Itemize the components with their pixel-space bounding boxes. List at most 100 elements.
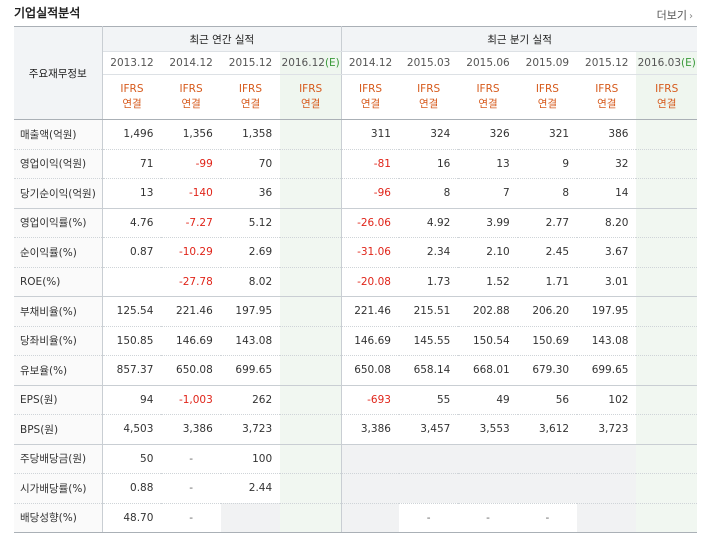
table-cell (280, 237, 342, 268)
table-cell: 56 (517, 385, 578, 415)
table-cell: - (458, 503, 518, 533)
row-label: 순이익률(%) (14, 237, 103, 268)
table-cell: 9 (517, 149, 578, 179)
table-cell: 658.14 (398, 355, 459, 386)
table-cell (280, 444, 342, 474)
row-label: 영업이익(억원) (14, 149, 103, 179)
table-cell: 699.65 (220, 355, 281, 386)
table-cell (636, 208, 697, 238)
table-cell (280, 296, 342, 327)
period-header: 2016.03(E) (636, 51, 697, 75)
table-cell: 197.95 (577, 296, 637, 327)
table-cell: 262 (220, 385, 281, 415)
table-cell: -99 (161, 149, 221, 179)
period-header: 2015.09 (517, 51, 578, 75)
ifrs-label: IFRS 연결 (102, 74, 162, 120)
chevron-right-icon: › (689, 11, 693, 22)
ifrs-label: IFRS 연결 (636, 74, 697, 120)
table-cell (636, 414, 697, 445)
table-cell: 13 (458, 149, 518, 179)
period-header: 2014.12 (341, 51, 399, 75)
table-cell: 4.92 (398, 208, 459, 238)
table-cell (102, 267, 162, 297)
period-header: 2015.06 (458, 51, 518, 75)
table-cell (636, 355, 697, 386)
row-header-label: 주요재무정보 (14, 26, 103, 120)
table-cell: 2.34 (398, 237, 459, 268)
table-cell: 3,612 (517, 414, 578, 445)
table-cell: 3,553 (458, 414, 518, 445)
ifrs-label: IFRS 연결 (458, 74, 518, 120)
table-cell (280, 326, 342, 356)
table-row: ROE(%) -27.78 8.02 -20.08 1.73 1.52 1.71 3.01 (14, 267, 697, 297)
table-row: BPS(원) 4,503 3,386 3,723 3,386 3,457 3,553 3,61… (14, 414, 697, 445)
table-cell (517, 473, 578, 504)
table-cell: 48.70 (102, 503, 162, 533)
table-cell: 145.55 (398, 326, 459, 356)
table-cell: 3,723 (220, 414, 281, 445)
table-cell: 324 (398, 119, 459, 150)
table-cell: 71 (102, 149, 162, 179)
table-cell: -81 (341, 149, 399, 179)
row-label: 매출액(억원) (14, 119, 103, 150)
row-label: 당좌비율(%) (14, 326, 103, 356)
table-cell: 215.51 (398, 296, 459, 327)
table-cell: 699.65 (577, 355, 637, 386)
ifrs-label: IFRS 연결 (517, 74, 578, 120)
table-cell: 221.46 (161, 296, 221, 327)
table-cell: - (161, 503, 221, 533)
table-cell: 311 (341, 119, 399, 150)
table-cell: 1.71 (517, 267, 578, 297)
table-cell: 14 (577, 178, 637, 209)
table-cell (458, 444, 518, 474)
period-header: 2013.12 (102, 51, 162, 75)
row-label: 영업이익률(%) (14, 208, 103, 238)
table-row: EPS(원) 94 -1,003 262 -693 55 49 56 102 (14, 385, 697, 415)
table-cell (280, 503, 342, 533)
period-header: 2015.12 (577, 51, 637, 75)
table-cell: 100 (220, 444, 281, 474)
period-header: 2016.12(E) (280, 51, 342, 75)
table-cell: -1,003 (161, 385, 221, 415)
table-cell: 2.69 (220, 237, 281, 268)
row-label: 배당성향(%) (14, 503, 103, 533)
table-cell: 3.67 (577, 237, 637, 268)
period-header: 2015.03 (398, 51, 459, 75)
table-row: 배당성향(%) 48.70- - - - (14, 503, 697, 533)
table-cell: 3.01 (577, 267, 637, 297)
more-link[interactable]: 더보기 › (656, 9, 693, 22)
table-cell (636, 119, 697, 150)
table-cell: 143.08 (577, 326, 637, 356)
row-label: 부채비율(%) (14, 296, 103, 327)
table-cell: 125.54 (102, 296, 162, 327)
table-cell: 321 (517, 119, 578, 150)
table-cell: 150.85 (102, 326, 162, 356)
table-cell: 2.44 (220, 473, 281, 504)
table-cell: 4.76 (102, 208, 162, 238)
row-label: 유보율(%) (14, 355, 103, 386)
table-row: 당좌비율(%) 150.85 146.69 143.08 146.69 145.55 150… (14, 326, 697, 356)
table-cell (517, 444, 578, 474)
table-cell: 2.10 (458, 237, 518, 268)
table-cell (280, 208, 342, 238)
table-cell: 1,496 (102, 119, 162, 150)
table-cell (636, 326, 697, 356)
table-cell: 3.99 (458, 208, 518, 238)
table-cell: 679.30 (517, 355, 578, 386)
table-cell: 50 (102, 444, 162, 474)
table-cell (636, 444, 697, 474)
table-cell: 3,386 (161, 414, 221, 445)
table-cell: -31.06 (341, 237, 399, 268)
table-row: 시가배당률(%) 0.88-2.44 (14, 473, 697, 504)
table-cell: -20.08 (341, 267, 399, 297)
table-cell (636, 385, 697, 415)
table-row: 유보율(%) 857.37 650.08 699.65 650.08 658.14 668.… (14, 355, 697, 386)
table-cell (280, 149, 342, 179)
table-cell: 8.20 (577, 208, 637, 238)
ifrs-label: IFRS 연결 (220, 74, 281, 120)
table-cell: 197.95 (220, 296, 281, 327)
table-cell: -140 (161, 178, 221, 209)
table-cell: 143.08 (220, 326, 281, 356)
table-cell: - (161, 473, 221, 504)
table-row: 영업이익률(%) 4.76 -7.27 5.12 -26.06 4.92 3.99 2.77 8… (14, 208, 697, 238)
